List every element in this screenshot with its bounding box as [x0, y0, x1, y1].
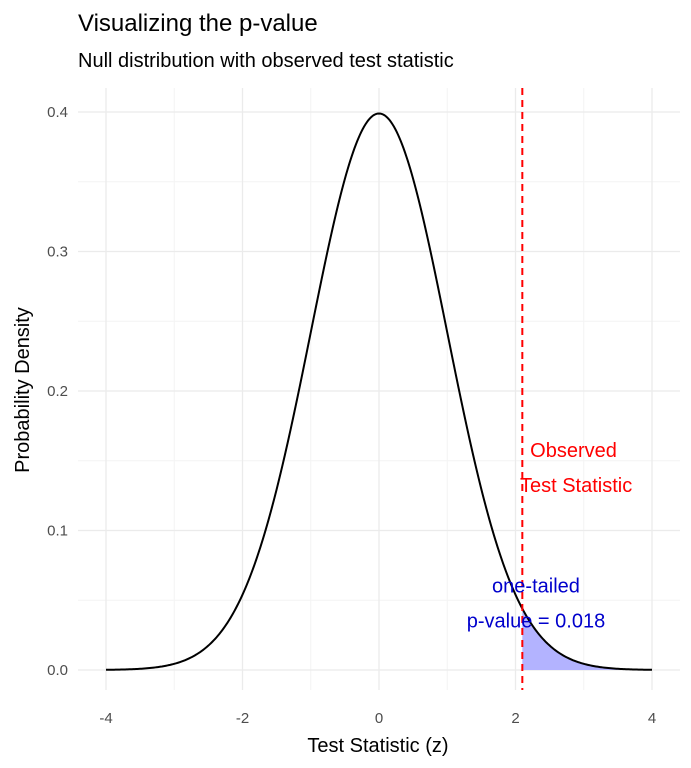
annotations: Observed Test Statistic one-tailed p-value… [467, 440, 632, 632]
x-tick-label: -2 [236, 710, 249, 727]
chart-title: Visualizing the p-value [78, 10, 318, 37]
shaded-p-value-region [522, 608, 652, 670]
x-tick-label: 0 [375, 710, 383, 727]
y-tick-label: 0.1 [47, 523, 68, 540]
y-tick-label: 0.2 [47, 383, 68, 400]
x-tick-label: 4 [648, 710, 656, 727]
x-axis-label: Test Statistic (z) [307, 735, 448, 757]
y-tick-label: 0.3 [47, 244, 68, 261]
annotation-line: one-tailed [492, 576, 580, 598]
y-axis-label: Probability Density [12, 307, 34, 473]
grid [78, 88, 680, 690]
y-tick-label: 0.0 [47, 662, 68, 679]
p-value-area [522, 608, 652, 670]
annotation-line: Observed [530, 440, 617, 462]
x-tick-label: 2 [511, 710, 519, 727]
annotation-line: p-value = 0.018 [467, 611, 605, 633]
x-tick-label: -4 [99, 710, 112, 727]
y-tick-label: 0.4 [47, 104, 68, 121]
p-value-annotation: one-tailed p-value = 0.018 [467, 576, 605, 633]
annotation-line: Test Statistic [515, 475, 632, 497]
axis-ticks: -4 -2 0 2 4 0.0 0.1 0.2 0.3 0.4 [47, 104, 656, 727]
observed-statistic-annotation: Observed Test Statistic [515, 440, 632, 497]
density-curve [105, 112, 653, 671]
density-curve-layer [105, 112, 653, 671]
chart-subtitle: Null distribution with observed test sta… [78, 50, 454, 72]
